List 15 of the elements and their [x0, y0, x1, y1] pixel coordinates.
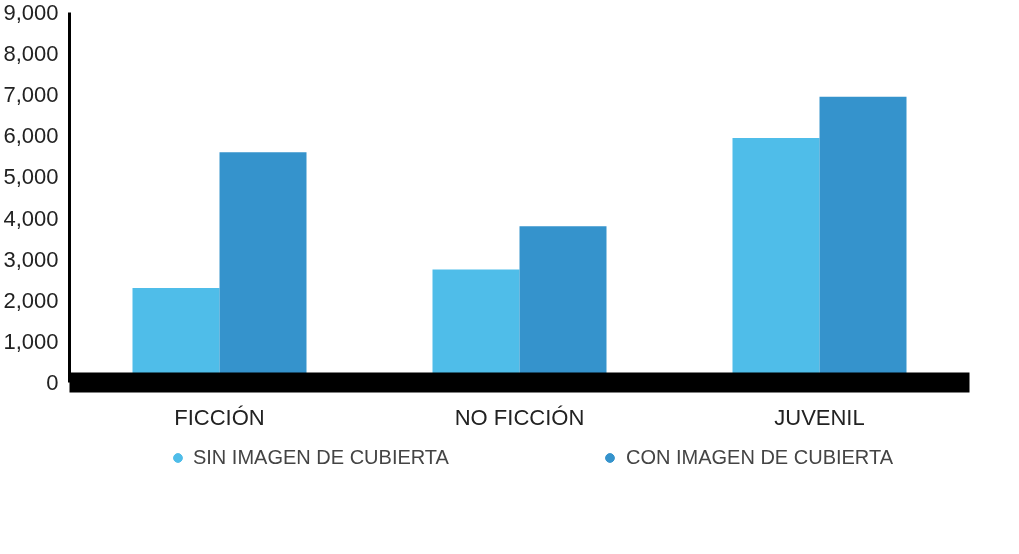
legend-label: SIN IMAGEN DE CUBIERTA	[192, 445, 449, 469]
y-tick-label: 2,000	[3, 287, 59, 313]
y-tick-label: 8,000	[3, 41, 59, 67]
y-tick-label: 7,000	[3, 82, 59, 108]
x-tick-label: NO FICCIÓN	[454, 404, 585, 430]
y-tick-label: 5,000	[3, 164, 59, 190]
x-tick-label: JUVENIL	[774, 404, 865, 430]
y-tick-label: 3,000	[3, 246, 59, 272]
y-tick-label: 9,000	[3, 0, 59, 25]
legend-label: CON IMAGEN DE CUBIERTA	[625, 445, 894, 469]
y-tick-label: 4,000	[3, 205, 59, 231]
y-tick-label: 0	[46, 370, 59, 395]
x-tick-label: FICCIÓN	[174, 404, 265, 430]
y-tick-label: 6,000	[3, 123, 59, 149]
y-tick-label: 1,000	[3, 328, 59, 354]
